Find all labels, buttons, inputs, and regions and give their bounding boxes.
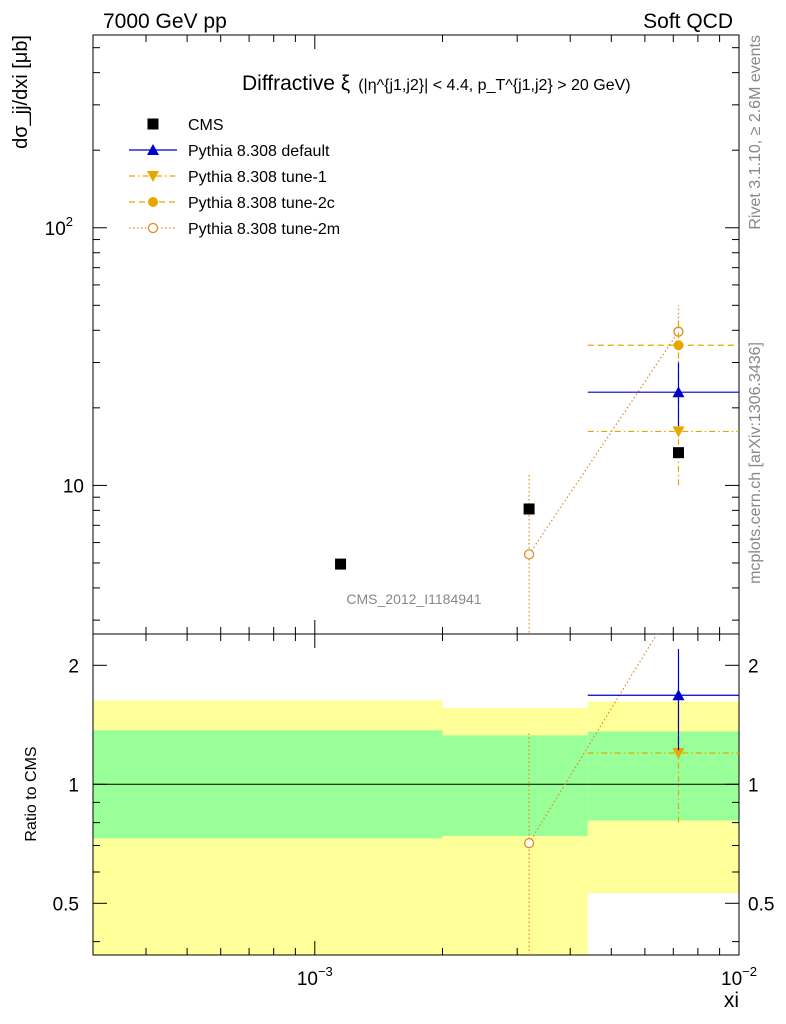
ratio-frame xyxy=(92,633,740,956)
series-cms-marker xyxy=(672,447,684,459)
x-tick-label-exponent: −2 xyxy=(742,964,757,979)
series-cms-marker xyxy=(335,558,347,570)
legend: CMS Pythia 8.308 default Pythia 8.308 tune… xyxy=(129,117,340,238)
y-axis-label: dσ_jj/dxi [μb] xyxy=(10,35,32,149)
legend-marker-pythia-8-308-default xyxy=(147,144,159,155)
plot-title-main: Diffractive ξ xyxy=(242,72,350,95)
x-axis-label: xi xyxy=(724,989,739,1012)
legend-marker-pythia-8-308-tune-2c xyxy=(148,197,158,207)
ratio-tick-label-right-2: 2 xyxy=(748,656,759,677)
watermark: CMS_2012_I1184941 xyxy=(346,591,481,607)
ratio-pythia-8-308-default-marker xyxy=(672,689,685,701)
axis-ticks xyxy=(92,35,740,955)
plot-title-cuts: (|η^{j1,j2}| < 4.4, p_T^{j1,j2} > 20 GeV… xyxy=(358,77,630,94)
legend-label-pythia-8-308-tune-2m: Pythia 8.308 tune-2m xyxy=(188,221,340,238)
series-cms-marker xyxy=(523,503,535,515)
ratio-tick-label-left-2: 2 xyxy=(68,656,79,677)
y-tick-label-1: 102 xyxy=(45,214,73,240)
x-tick-label-exponent: −3 xyxy=(318,964,333,979)
ratio-tick-label-left-1: 1 xyxy=(68,775,79,796)
ratio-pythia-8-308-tune-2m-marker xyxy=(523,837,535,849)
x-tick-label-0: 10−3 xyxy=(297,964,333,990)
ratio-tick-label-right-1: 1 xyxy=(748,775,759,796)
ratio-tick-label-left-0: 0.5 xyxy=(53,894,79,915)
uncertainty-band-inner-1 xyxy=(442,735,588,836)
legend-marker-pythia-8-308-tune-2m xyxy=(147,222,159,234)
series-pythia-8-308-tune-2m-marker xyxy=(523,549,535,560)
ratio-y-axis-label: Ratio to CMS xyxy=(23,746,40,841)
ratio-tick-label-right-0: 0.5 xyxy=(748,894,774,915)
header-right: Soft QCD xyxy=(643,10,733,33)
ratio-pythia-8-308-tune-1-marker xyxy=(672,748,685,760)
legend-marker-pythia-8-308-tune-1 xyxy=(147,171,159,182)
series-pythia-8-308-default-marker xyxy=(672,386,685,398)
ratio-pythia-8-308-tune-2m-marker xyxy=(674,594,683,603)
x-tick-label-1: 10−2 xyxy=(721,964,757,990)
y-tick-label-exponent: 2 xyxy=(66,214,73,229)
series-pythia-8-308-tune-2c-marker xyxy=(673,340,684,351)
main-series xyxy=(335,305,739,634)
legend-marker-cms xyxy=(147,118,159,130)
ratio-bands xyxy=(93,700,739,955)
header-left: 7000 GeV pp xyxy=(103,10,227,33)
legend-label-pythia-8-308-tune-2c: Pythia 8.308 tune-2c xyxy=(188,195,335,212)
legend-label-pythia-8-308-tune-1: Pythia 8.308 tune-1 xyxy=(188,169,327,186)
y-tick-label-0: 10 xyxy=(63,476,84,497)
legend-label-pythia-8-308-default: Pythia 8.308 default xyxy=(188,143,330,160)
legend-label-cms: CMS xyxy=(188,117,224,134)
series-pythia-8-308-tune-2m-line xyxy=(528,331,679,555)
ratio-series xyxy=(523,594,739,955)
uncertainty-band-inner-2 xyxy=(587,731,739,821)
side-text-upper: Rivet 3.1.10, ≥ 2.6M events xyxy=(747,35,764,230)
series-pythia-8-308-tune-1-marker xyxy=(672,426,685,438)
plot-title: Diffractive ξ (|η^{j1,j2}| < 4.4, p_T^{j1… xyxy=(242,72,631,95)
tick-labels: 10 102 10−3 10−2 0.5 0.5 1 1 2 2 xyxy=(45,214,775,990)
side-text-lower: mcplots.cern.ch [arXiv:1306.3436] xyxy=(747,342,764,584)
